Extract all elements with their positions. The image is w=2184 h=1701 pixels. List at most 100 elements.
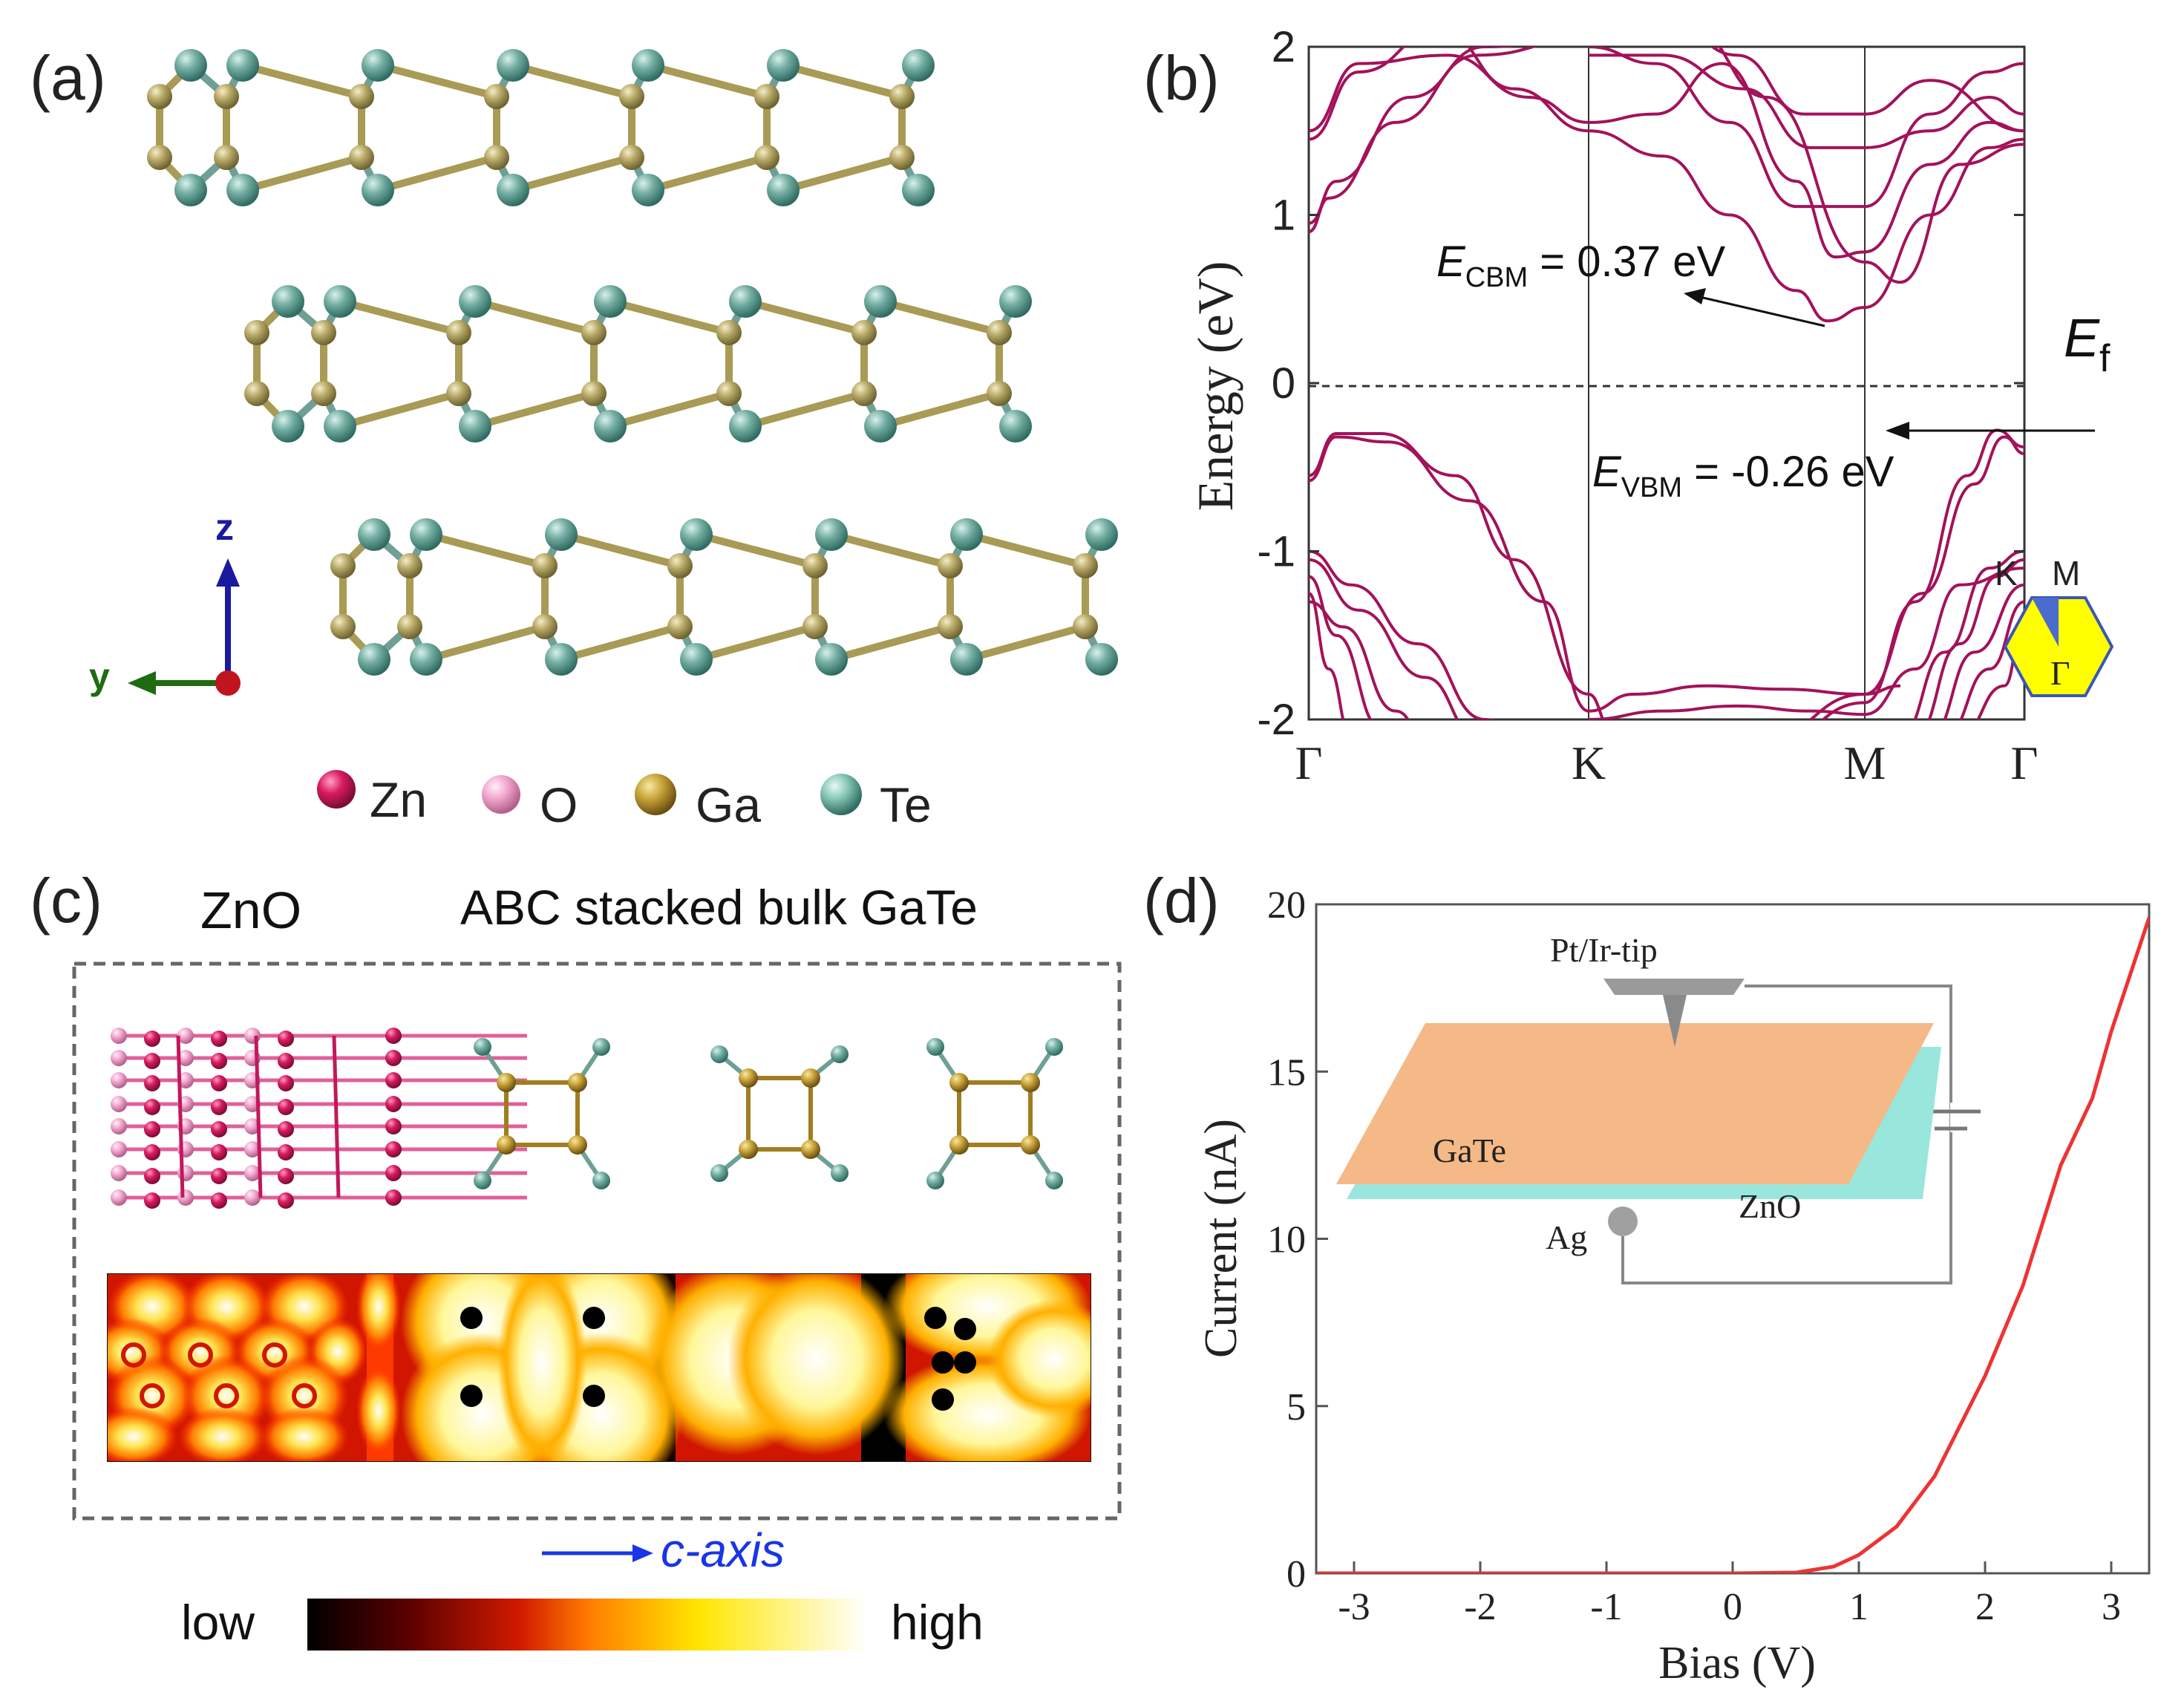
te-atom [324,285,356,318]
ga-atom [311,320,336,345]
zn-atom [144,1168,160,1184]
zn-atom [144,1144,160,1160]
ga-atom [214,84,239,109]
ga-atom [889,84,915,109]
band-line [1710,47,2024,133]
dashed-frame [72,961,1122,1521]
gate-layer-1 [147,49,935,206]
band-line [1588,684,1901,713]
ga-atom [716,381,742,406]
charge-hole [924,1307,946,1329]
charge-hole [932,1351,954,1374]
circuit-wire [1621,985,1952,1284]
iv-xtick-label: 3 [2102,1586,2121,1628]
tip-holder [1603,979,1745,995]
te-atom [358,643,390,676]
te-atom [815,643,848,676]
band-line [1309,575,1373,719]
zn-atom [385,1050,402,1066]
te-atom [999,410,1032,443]
charge-ring [140,1383,165,1408]
te-atom [545,518,578,551]
te-atom [902,49,935,82]
zn-atom [385,1028,402,1044]
panel-c: (c) ZnO ABC stacked bulk GaTe c-axis low… [30,866,1122,1651]
evbm-annotation: EVBM = -0.26 eV [1592,448,1894,503]
zn-atom [211,1192,227,1209]
zn-legend-label: Zn [370,772,427,827]
ga-te-bond [425,531,546,569]
te-atom [1045,1172,1063,1189]
tip-label: Pt/Ir-tip [1550,931,1658,969]
ga-atom [739,1140,758,1159]
o-atom [177,1050,194,1066]
c-axis-label: c-axis [661,1524,785,1577]
te-atom [592,1038,610,1056]
charge-ring [121,1342,146,1368]
band-ytick-label: 0 [1272,359,1295,408]
charge-hole [460,1385,483,1407]
ga-te-bond [339,390,460,430]
panel-c-label: (c) [30,866,102,936]
ga-te-bond [782,62,903,100]
te-atom [710,1164,728,1182]
o-atom [111,1072,127,1088]
zn-atom [278,1168,294,1184]
zno-vertical-bond [176,1035,185,1198]
te-atom [926,1038,944,1056]
band-frame [1307,45,2026,721]
ga-atom [1021,1135,1040,1155]
zn-atom [211,1031,227,1047]
iv-ytick-label: 10 [1267,1219,1306,1261]
zn-atom [144,1031,160,1047]
o-atom [111,1028,127,1044]
zn-atom [278,1192,294,1209]
bz-gamma-label: Γ [2050,654,2070,692]
ga-atom [497,1135,516,1155]
ga-te-bond [339,298,460,336]
ga-te-bond [879,390,1001,430]
charge-hole [932,1388,954,1411]
ga-te-bond [782,154,903,194]
zn-atom [211,1168,227,1184]
band-line [1309,435,1589,713]
zn-atom [278,1053,294,1069]
ga-te-bond [647,154,768,194]
zno-lattice [111,1028,527,1209]
band-line [1927,558,2024,719]
te-atom [226,174,259,206]
te-atom [226,49,259,82]
ga-atom [987,381,1012,406]
te-atom [632,49,664,82]
ga-te-bond [695,531,817,569]
band-ytick-label: -2 [1257,696,1295,744]
ga-te-bond [511,154,633,194]
te-atom [459,285,491,318]
ga-atom [619,145,644,170]
ga-te-bond [511,62,633,100]
te-atom [864,410,897,443]
te-atom [272,410,304,443]
panel-a: (a) z y Zn O Ga Te [30,43,1118,832]
charge-ring [262,1342,287,1368]
iv-xtick-label: -1 [1590,1586,1622,1628]
te-atom [497,49,529,82]
iv-ylabel: Current (nA) [1196,1119,1246,1358]
ga-te-bond [695,623,817,663]
o-atom [111,1165,127,1181]
ga-atom [397,614,422,639]
band-yticks: 2 1 0 -1 -2 [1257,23,2024,744]
ga-atom [330,553,356,578]
o-legend-sphere [482,775,520,814]
ga-atom [716,320,742,345]
ga-atom [938,614,963,639]
zno-title: ZnO [200,881,301,939]
panel-d: (d) -3 -2 -1 0 1 2 3 0 5 10 15 20 Bias (V) Current … [1143,866,2151,1688]
iv-curve-line [1316,917,2149,1573]
x-axis-dot [215,670,241,696]
zn-atom [278,1121,294,1137]
te-atom [174,174,207,206]
charge-ring [292,1383,317,1408]
ga-te-bond [830,623,952,663]
o-atom [244,1165,261,1181]
